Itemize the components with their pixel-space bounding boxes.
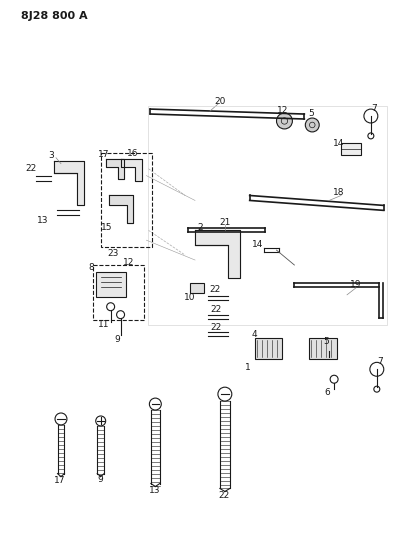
Text: 8J28 800 A: 8J28 800 A bbox=[21, 11, 88, 21]
Text: 22: 22 bbox=[209, 285, 220, 294]
Text: 17: 17 bbox=[98, 150, 110, 159]
Bar bbox=[341, 143, 361, 155]
Text: 22: 22 bbox=[218, 491, 229, 500]
Text: 12: 12 bbox=[123, 257, 134, 266]
Circle shape bbox=[276, 113, 292, 129]
Text: 12: 12 bbox=[277, 106, 288, 115]
Text: 6: 6 bbox=[324, 387, 330, 397]
Text: 5: 5 bbox=[308, 109, 314, 118]
Bar bbox=[148, 106, 387, 325]
Text: 13: 13 bbox=[148, 486, 160, 495]
Text: 9: 9 bbox=[98, 475, 103, 484]
Bar bbox=[101, 153, 153, 247]
Text: 4: 4 bbox=[252, 330, 258, 339]
Circle shape bbox=[305, 118, 319, 132]
Text: 5: 5 bbox=[323, 337, 329, 346]
Text: 23: 23 bbox=[107, 248, 118, 257]
Text: 13: 13 bbox=[37, 216, 49, 225]
Bar bbox=[93, 265, 144, 320]
Text: 14: 14 bbox=[252, 240, 263, 249]
Polygon shape bbox=[121, 159, 142, 181]
Text: 15: 15 bbox=[101, 223, 112, 232]
Text: 20: 20 bbox=[214, 96, 226, 106]
Polygon shape bbox=[54, 161, 84, 205]
Text: 9: 9 bbox=[115, 335, 121, 344]
Text: 17: 17 bbox=[54, 476, 66, 485]
Text: 11: 11 bbox=[98, 320, 110, 329]
Text: 22: 22 bbox=[25, 164, 37, 173]
Text: 18: 18 bbox=[333, 188, 345, 197]
Text: 1: 1 bbox=[245, 363, 251, 372]
Text: 2: 2 bbox=[197, 223, 203, 232]
Text: 7: 7 bbox=[377, 357, 383, 366]
Text: 8: 8 bbox=[88, 263, 94, 272]
Text: 3: 3 bbox=[48, 151, 54, 160]
Bar bbox=[309, 337, 337, 359]
Text: 16: 16 bbox=[127, 149, 138, 158]
Polygon shape bbox=[109, 196, 133, 223]
Text: 7: 7 bbox=[371, 103, 377, 112]
Text: 22: 22 bbox=[210, 323, 222, 332]
Bar bbox=[96, 272, 126, 297]
Bar bbox=[190, 283, 204, 293]
Text: 19: 19 bbox=[350, 280, 362, 289]
Text: 14: 14 bbox=[333, 139, 345, 148]
Polygon shape bbox=[106, 159, 124, 179]
Text: 10: 10 bbox=[184, 293, 196, 302]
Text: 22: 22 bbox=[210, 305, 222, 314]
Bar bbox=[255, 337, 283, 359]
Polygon shape bbox=[195, 230, 240, 278]
Text: 21: 21 bbox=[219, 218, 231, 227]
